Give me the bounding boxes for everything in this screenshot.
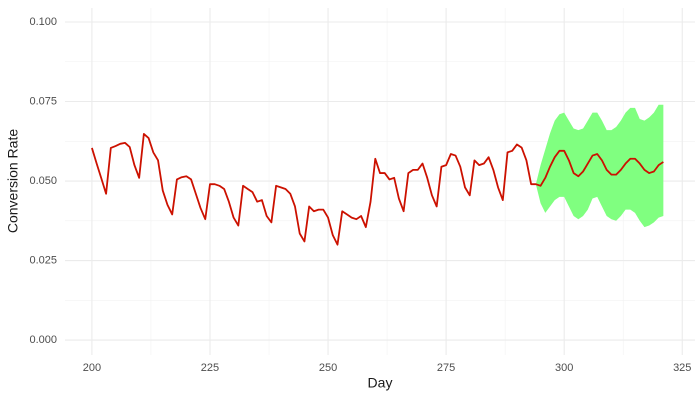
x-tick-label: 300 <box>555 362 573 374</box>
y-tick-label: 0.100 <box>29 16 57 28</box>
y-tick-label: 0.075 <box>29 95 57 107</box>
x-axis-title: Day <box>368 375 393 391</box>
x-tick-label: 275 <box>437 362 455 374</box>
y-tick-label: 0.050 <box>29 175 57 187</box>
y-tick-label: 0.000 <box>29 334 57 346</box>
y-tick-label: 0.025 <box>29 254 57 266</box>
x-tick-label: 325 <box>673 362 691 374</box>
x-tick-label: 200 <box>83 362 101 374</box>
x-tick-label: 250 <box>319 362 337 374</box>
line <box>91 133 664 246</box>
x-tick-label: 225 <box>201 362 219 374</box>
confidence-band <box>535 104 664 228</box>
y-axis-title: Conversion Rate <box>5 129 21 233</box>
